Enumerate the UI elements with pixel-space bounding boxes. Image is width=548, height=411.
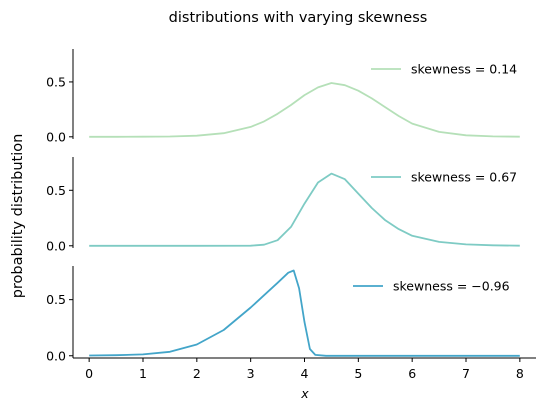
y-tick-label: 0.0: [46, 348, 66, 363]
x-tick-label: 4: [301, 366, 309, 381]
x-tick-label: 0: [85, 366, 93, 381]
legend-label: skewness = −0.96: [393, 279, 510, 294]
x-tick-label: 1: [139, 366, 147, 381]
y-tick-label: 0.5: [46, 74, 66, 89]
y-tick-label: 0.0: [46, 238, 66, 253]
y-tick-label: 0.5: [46, 292, 66, 307]
series-line: [89, 172, 520, 247]
x-tick-label: 6: [408, 366, 416, 381]
y-tick-label: 0.0: [46, 129, 66, 144]
legend-label: skewness = 0.67: [411, 170, 517, 185]
y-tick-label: 0.5: [46, 183, 66, 198]
x-tick-label: 3: [247, 366, 255, 381]
x-tick-label: 8: [516, 366, 524, 381]
panel-2: 0.0 0.5 skewness = 0.67: [46, 157, 520, 253]
legend-label: skewness = 0.14: [411, 62, 517, 77]
panel-1: 0.0 0.5 skewness = 0.14: [46, 49, 520, 144]
y-axis-label: probability distribution: [10, 134, 26, 299]
x-tick-label: 2: [193, 366, 201, 381]
x-tick-label: 7: [462, 366, 470, 381]
x-axis-label: x: [300, 386, 309, 401]
chart-title: distributions with varying skewness: [169, 10, 428, 26]
panel-3: 0.0 0.5 skewness = −0.96 0 1 2 3 4 5 6 7 8: [46, 266, 536, 381]
series-line: [89, 82, 520, 138]
chart-panels: 0.0 0.5 skewness = 0.14 0.0 0.5 skewness = 0.…: [46, 49, 536, 381]
series-line: [89, 269, 520, 357]
x-tick-label: 5: [354, 366, 362, 381]
